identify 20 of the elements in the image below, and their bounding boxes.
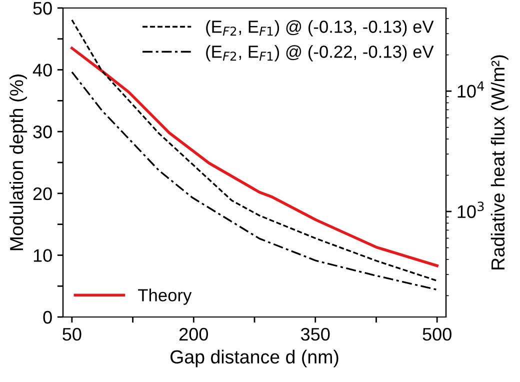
legend-label: (E$_{F2}$, E$_{F1}$) @ (-0.22, -0.13) eV (206, 45, 434, 62)
y-axis-title: Modulation depth (%) (9, 74, 27, 250)
x-tick-label: 350 (300, 328, 330, 341)
y-tick-label: 30 (33, 126, 52, 138)
y2-axis-title: Radiative heat flux (W/m²) (490, 55, 508, 270)
y-tick-label: 10 (34, 249, 52, 262)
x-tick-label: 500 (422, 328, 452, 341)
y-tick-label: 20 (33, 187, 52, 200)
line-series (70, 46, 438, 268)
x-axis-title: Gap distance d (nm) (170, 350, 338, 368)
legend-label: (E$_{F2}$, E$_{F1}$) @ (-0.13, -0.13) eV (206, 20, 434, 36)
y2-tick-label: 10$^{3}$ (458, 202, 484, 218)
line-series (71, 19, 438, 282)
y-tick-label: 50 (33, 2, 52, 15)
x-tick-label: 50 (62, 328, 82, 341)
y-tick-label: 40 (32, 64, 52, 77)
legend-label: Theory (138, 288, 192, 305)
y2-tick-label: 10$^{4}$ (458, 81, 484, 98)
x-tick-label: 200 (179, 328, 208, 341)
y-tick-label: 0 (43, 310, 52, 324)
